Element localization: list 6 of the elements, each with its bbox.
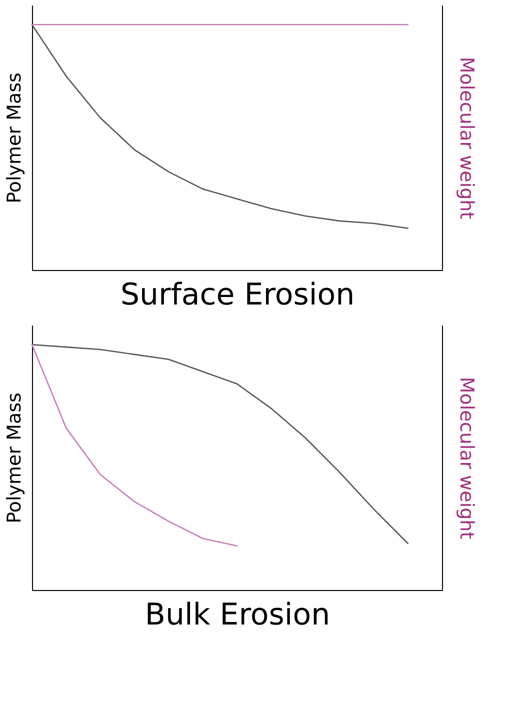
x-axis-title: Bulk Erosion	[144, 598, 330, 632]
y-axis-title: Polymer Mass	[4, 392, 26, 524]
x-axis-title: Surface Erosion	[120, 278, 355, 312]
y-axis-title: Polymer Mass	[4, 72, 26, 204]
y2-axis-title: Molecular weight	[456, 56, 478, 220]
y2-axis-title: Molecular weight	[456, 376, 478, 540]
